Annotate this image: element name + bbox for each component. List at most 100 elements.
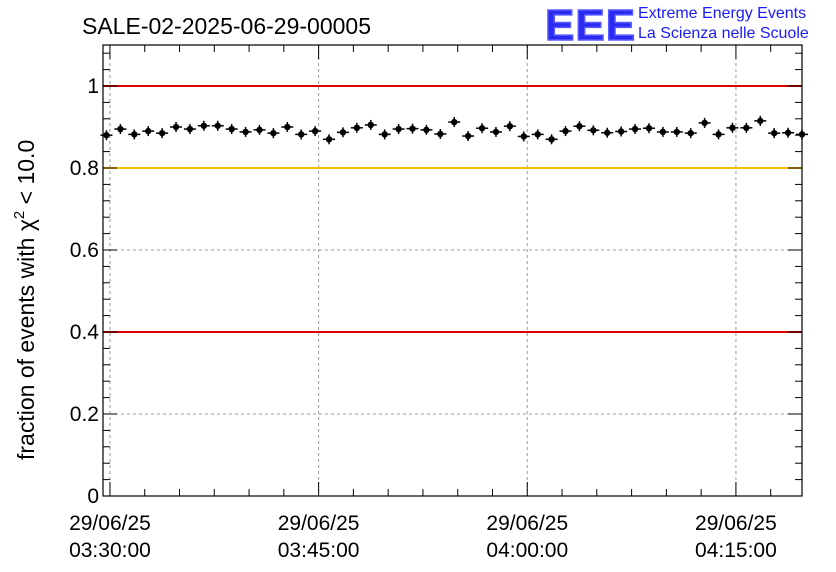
point-marker <box>631 125 639 133</box>
point-marker <box>701 119 708 127</box>
grid <box>103 45 802 496</box>
point-marker <box>409 125 416 132</box>
point-marker <box>590 127 597 134</box>
point-marker <box>228 125 235 133</box>
data-point <box>545 134 558 145</box>
data-point <box>796 129 808 140</box>
data-point <box>253 124 266 135</box>
data-point <box>782 127 795 138</box>
data-point <box>698 117 711 128</box>
data-point <box>573 121 586 132</box>
data-point <box>448 117 461 128</box>
point-marker <box>604 129 611 136</box>
point-marker <box>715 131 722 138</box>
point-marker <box>270 129 277 137</box>
data-point <box>434 128 447 139</box>
data-point <box>267 128 280 139</box>
data-point <box>100 130 113 141</box>
point-marker <box>478 125 486 132</box>
axes <box>102 44 803 497</box>
data-point <box>476 123 489 134</box>
point-marker <box>339 129 347 136</box>
data-point <box>183 124 196 135</box>
data-point <box>239 126 252 137</box>
point-marker <box>506 122 514 130</box>
point-marker <box>784 129 792 136</box>
point-marker <box>284 123 291 131</box>
point-marker <box>520 133 527 140</box>
data-point <box>225 124 238 135</box>
point-marker <box>451 118 458 126</box>
point-marker <box>200 122 208 129</box>
data-point <box>642 123 655 134</box>
data-point <box>629 124 642 135</box>
point-marker <box>145 127 152 135</box>
x-tick-label-time: 04:15:00 <box>695 539 777 562</box>
data-point <box>170 122 183 132</box>
point-marker <box>659 128 667 136</box>
logo-line2: La Scienza nelle Scuole <box>638 25 809 42</box>
logo-line1: Extreme Energy Events <box>638 5 806 22</box>
point-marker <box>256 126 263 134</box>
data-point <box>517 131 530 142</box>
point-marker <box>464 132 472 140</box>
data-point <box>503 121 516 132</box>
eee-logo: EEE Extreme Energy Events La Scienza nel… <box>544 0 809 51</box>
point-marker <box>311 127 319 135</box>
y-tick-label: 0.2 <box>70 403 99 426</box>
point-marker <box>325 136 333 143</box>
point-marker <box>743 124 750 132</box>
point-marker <box>492 128 500 136</box>
data-point <box>684 128 697 139</box>
data-point <box>142 126 155 137</box>
data-point <box>336 127 349 138</box>
x-tick-label-date: 29/06/25 <box>486 512 568 535</box>
chart-title: SALE-02-2025-06-29-00005 <box>82 13 371 39</box>
data-point <box>531 129 544 140</box>
point-marker <box>617 128 625 135</box>
data-point <box>156 128 169 139</box>
logo-letters: EEE <box>545 1 636 50</box>
point-marker <box>548 136 555 143</box>
point-marker <box>798 131 806 138</box>
data-point <box>128 129 141 140</box>
x-tick-label-date: 29/06/25 <box>278 512 360 535</box>
point-marker <box>117 125 124 133</box>
data-point <box>587 125 600 136</box>
point-marker <box>395 125 402 133</box>
point-marker <box>353 124 361 132</box>
data-point <box>656 126 669 137</box>
point-marker <box>186 125 194 133</box>
point-marker <box>437 130 444 138</box>
data-point <box>489 126 502 137</box>
data-point <box>559 126 572 137</box>
data-point <box>295 129 308 140</box>
point-marker <box>770 129 778 137</box>
point-marker <box>367 121 374 129</box>
data-point <box>601 127 614 138</box>
data-point <box>281 122 294 132</box>
data-point <box>197 120 210 131</box>
data-point <box>323 134 336 145</box>
x-tick-label-time: 03:30:00 <box>69 539 151 562</box>
data-point <box>309 126 322 137</box>
data-point <box>726 122 739 133</box>
data-point <box>378 129 391 140</box>
reference-lines <box>103 85 802 333</box>
data-point <box>364 119 377 130</box>
data-points <box>100 115 808 145</box>
point-marker <box>214 122 221 129</box>
data-point <box>392 124 405 135</box>
data-point <box>754 115 767 126</box>
point-marker <box>381 131 388 138</box>
y-tick-label: 0.8 <box>70 157 99 180</box>
point-marker <box>645 125 653 132</box>
point-marker <box>562 127 569 135</box>
x-tick-label-date: 29/06/25 <box>69 512 151 535</box>
data-point <box>406 123 419 134</box>
point-marker <box>673 128 681 136</box>
data-point <box>211 120 224 131</box>
data-point <box>768 128 781 139</box>
x-tick-label-date: 29/06/25 <box>695 512 777 535</box>
